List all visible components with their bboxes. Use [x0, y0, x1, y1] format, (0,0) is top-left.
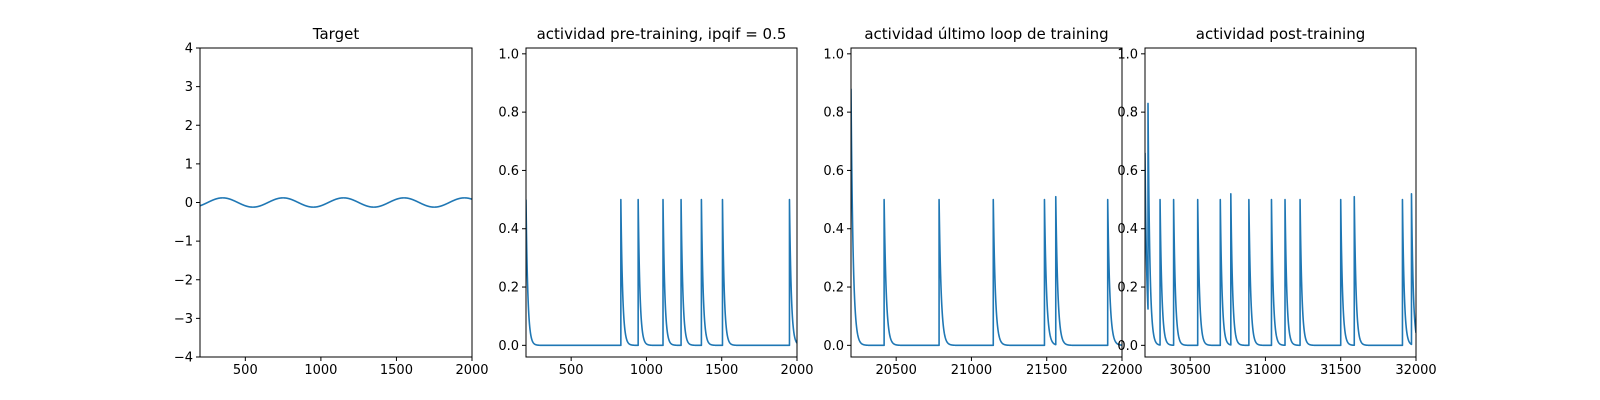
y-tick-label: 0.6 — [1117, 164, 1138, 179]
subplot-1: 500 1000 1500 2000 −4 −3 −2 −1 0 1 2 3 4 Target — [174, 25, 489, 378]
y-tick-label: −1 — [174, 235, 193, 250]
y-tick-label: 0.8 — [1117, 106, 1138, 121]
y-tick-label: 0.4 — [498, 222, 519, 237]
y-tick-label: −4 — [174, 351, 193, 366]
y-tick-label: 0.0 — [1117, 339, 1138, 354]
y-tick-label: 0 — [185, 196, 193, 211]
x-tick-label: 500 — [559, 363, 584, 378]
subplot-grid: 500 1000 1500 2000 −4 −3 −2 −1 0 1 2 3 4 Target 500 100… — [174, 25, 1437, 378]
y-tick-label: 0.4 — [823, 222, 844, 237]
y-tick-label: 0.4 — [1117, 222, 1138, 237]
x-tick-label: 30500 — [1169, 363, 1210, 378]
x-tick-label: 1000 — [630, 363, 663, 378]
y-tick-label: 3 — [185, 80, 193, 95]
series-line-1 — [1145, 102, 1416, 347]
series-line-1 — [200, 197, 472, 208]
subplot-title: actividad pre-training, ipqif = 0.5 — [537, 25, 787, 43]
x-tick-label: 31000 — [1245, 363, 1286, 378]
x-tick-label: 500 — [233, 363, 258, 378]
y-tick-label: −3 — [174, 312, 193, 327]
axes-frame — [1144, 47, 1417, 358]
x-tick-label: 31500 — [1320, 363, 1361, 378]
y-tick-label: 4 — [185, 42, 193, 57]
y-tick-label: 1 — [185, 157, 193, 172]
series-line-1 — [526, 198, 797, 347]
y-tick-label: 1.0 — [823, 47, 844, 62]
x-tick-label: 32000 — [1395, 363, 1436, 378]
axes-frame — [850, 47, 1123, 358]
y-tick-label: 0.6 — [498, 164, 519, 179]
x-tick-label: 20500 — [875, 363, 916, 378]
y-tick-label: 0.8 — [498, 106, 519, 121]
y-tick-label: 0.8 — [823, 106, 844, 121]
y-tick-label: 2 — [185, 119, 193, 134]
subplot-title: actividad último loop de training — [864, 25, 1108, 43]
x-tick-label: 2000 — [455, 363, 488, 378]
subplot-4: 30500 31000 31500 32000 0.0 0.2 0.4 0.6 0.8 1.0 ac… — [1117, 25, 1436, 378]
y-tick-label: 1.0 — [1117, 47, 1138, 62]
x-tick-label: 21000 — [951, 363, 992, 378]
y-tick-label: 0.6 — [823, 164, 844, 179]
x-tick-label: 21500 — [1026, 363, 1067, 378]
y-tick-label: −2 — [174, 273, 193, 288]
subplot-title: Target — [312, 25, 360, 43]
x-tick-label: 22000 — [1101, 363, 1142, 378]
x-tick-label: 1000 — [304, 363, 337, 378]
subplot-title: actividad post-training — [1196, 25, 1365, 43]
subplot-3: 20500 21000 21500 22000 0.0 0.2 0.4 0.6 0.8 1.0 ac… — [823, 25, 1142, 378]
x-tick-label: 2000 — [780, 363, 813, 378]
y-tick-label: 0.2 — [498, 281, 519, 296]
x-tick-label: 1500 — [380, 363, 413, 378]
y-tick-label: 1.0 — [498, 47, 519, 62]
y-tick-label: 0.0 — [498, 339, 519, 354]
series-line-1 — [851, 88, 1122, 347]
axes-frame — [525, 47, 798, 358]
y-tick-label: 0.0 — [823, 339, 844, 354]
y-tick-label: 0.2 — [1117, 281, 1138, 296]
x-tick-label: 1500 — [705, 363, 738, 378]
y-tick-label: 0.2 — [823, 281, 844, 296]
subplot-2: 500 1000 1500 2000 0.0 0.2 0.4 0.6 0.8 1.0 activid… — [498, 25, 813, 378]
